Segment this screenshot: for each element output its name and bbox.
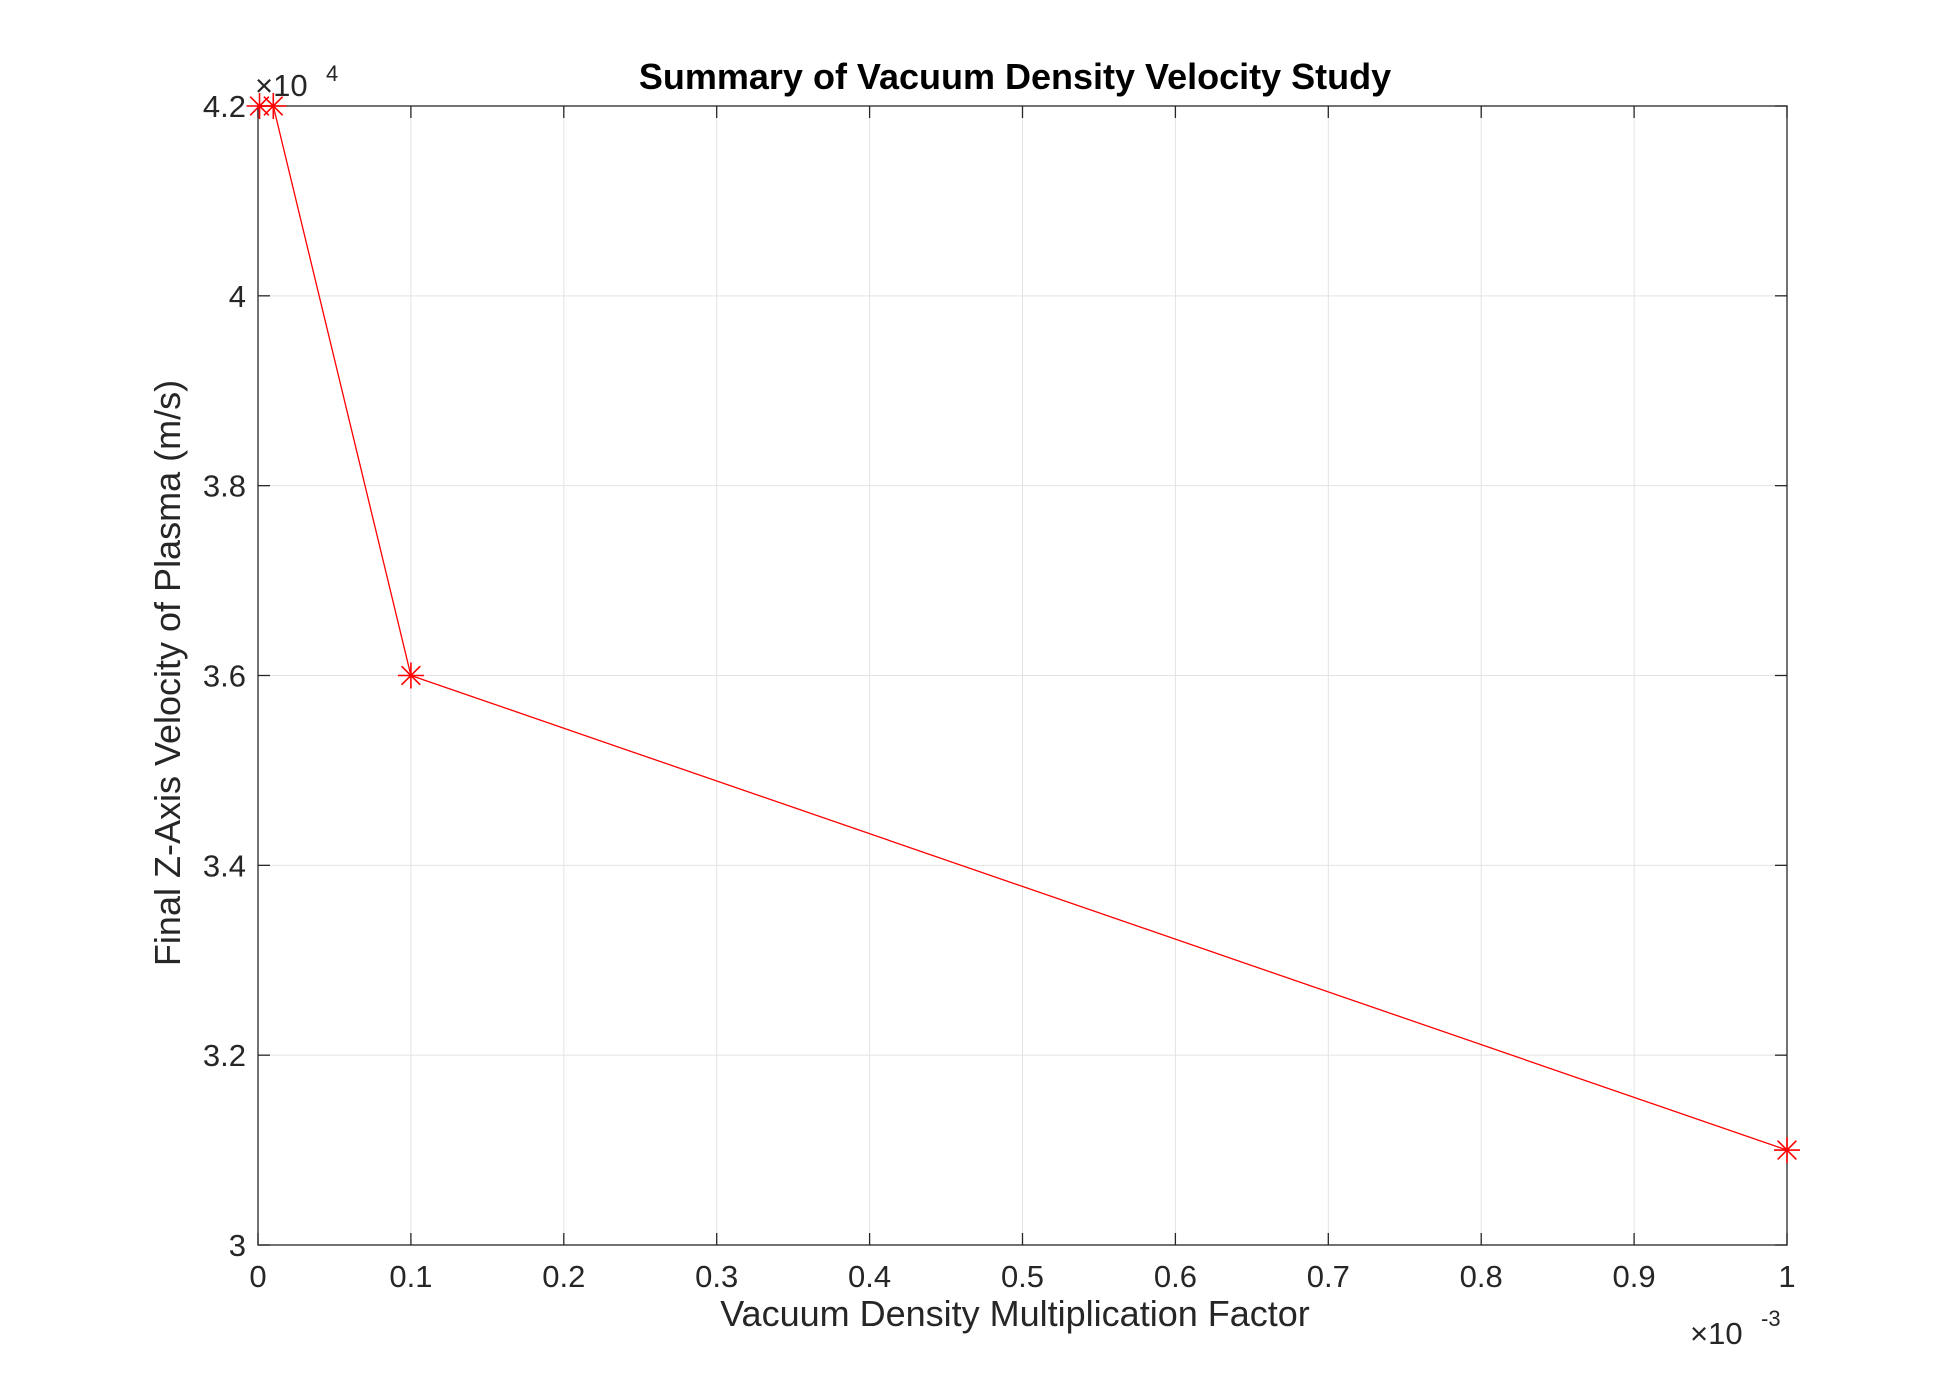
x-axis-label: Vacuum Density Multiplication Factor — [720, 1293, 1310, 1334]
y-tick-label: 4.2 — [203, 89, 246, 124]
x-tick-label: 0.7 — [1307, 1259, 1350, 1294]
data-point-marker — [397, 662, 424, 689]
y-axis-label: Final Z-Axis Velocity of Plasma (m/s) — [147, 380, 188, 966]
data-point-marker — [260, 93, 287, 119]
marker-stroke — [249, 96, 270, 116]
marker-stroke — [263, 96, 284, 116]
x-multiplier-exponent: -3 — [1761, 1306, 1781, 1331]
x-tick-labels: 0 0.1 0.2 0.3 0.4 0.5 0.6 0.7 0.8 0.9 1 — [249, 1259, 1795, 1294]
x-tick-label: 0.3 — [695, 1259, 738, 1294]
x-tick-label: 1 — [1778, 1259, 1795, 1294]
x-tick-label: 0.5 — [1001, 1259, 1044, 1294]
x-tick-label: 0.2 — [542, 1259, 585, 1294]
x-tick-label: 0.8 — [1460, 1259, 1503, 1294]
x-exponent-multiplier: ×10 -3 — [1690, 1306, 1781, 1351]
y-exponent-multiplier: ×10 4 — [255, 61, 338, 103]
x-multiplier-base: ×10 — [1690, 1316, 1743, 1351]
y-tick-label: 4 — [229, 279, 246, 314]
y-multiplier-exponent: 4 — [326, 61, 338, 86]
y-tick-label: 3.2 — [203, 1038, 246, 1073]
y-multiplier-base: ×10 — [255, 68, 308, 103]
y-tick-label: 3.6 — [203, 659, 246, 694]
y-tick-label: 3.4 — [203, 848, 246, 883]
x-tick-label: 0.1 — [389, 1259, 432, 1294]
data-point-marker — [1774, 1137, 1800, 1164]
y-tick-label: 3.8 — [203, 469, 246, 504]
marker-stroke — [1777, 1140, 1797, 1161]
y-tick-labels: 3 3.2 3.4 3.6 3.8 4 4.2 — [203, 89, 246, 1263]
x-tick-label: 0.6 — [1154, 1259, 1197, 1294]
chart-title: Summary of Vacuum Density Velocity Study — [639, 56, 1391, 97]
marker-stroke — [400, 665, 421, 686]
x-tick-label: 0.4 — [848, 1259, 891, 1294]
y-tick-label: 3 — [229, 1228, 246, 1263]
x-tick-label: 0 — [249, 1259, 266, 1294]
series-layer — [246, 93, 1800, 1164]
x-tick-label: 0.9 — [1613, 1259, 1656, 1294]
